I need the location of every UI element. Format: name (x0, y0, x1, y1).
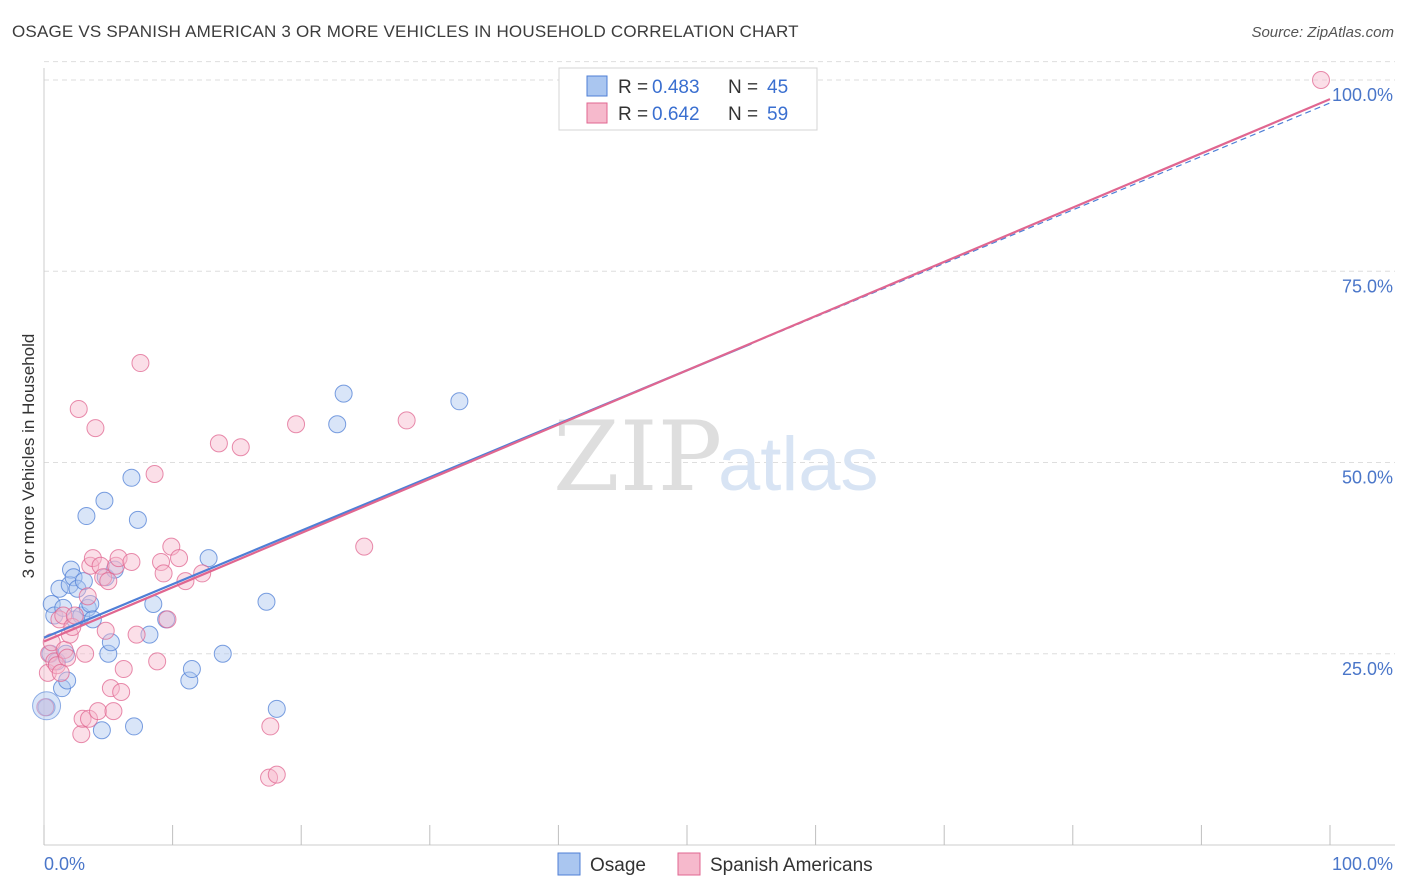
spanish-point (267, 765, 286, 784)
osage-point (180, 671, 199, 690)
source-credit: Source: ZipAtlas.com (1251, 24, 1394, 41)
trend-layer (43, 98, 1331, 643)
bottom-legend-osage-swatch (557, 852, 581, 876)
osage-point (213, 644, 232, 663)
watermark-atlas: atlas (718, 422, 879, 507)
legend-osage-n-label: N = (728, 77, 758, 98)
osage-point (50, 579, 69, 598)
legend-spanish-n-label: N = (728, 104, 758, 125)
spanish-point (51, 663, 70, 682)
osage-point (95, 491, 114, 510)
osage-point (74, 572, 93, 591)
spanish-point (287, 415, 306, 434)
y-tick-label: 75.0% (1342, 276, 1393, 296)
spanish-point (114, 660, 133, 679)
osage-point (257, 592, 276, 611)
osage-point (58, 671, 77, 690)
spanish-point (145, 464, 164, 483)
y-tick-label: 100.0% (1332, 85, 1393, 105)
spanish-point (209, 434, 228, 453)
spanish-point (158, 610, 177, 629)
spanish-point (154, 564, 173, 583)
spanish-point (89, 702, 108, 721)
spanish-point (78, 587, 97, 606)
spanish-point (36, 698, 55, 717)
spanish-point (170, 549, 189, 568)
spanish-point (131, 354, 150, 373)
legend-osage-swatch (586, 75, 608, 97)
osage-point (140, 625, 159, 644)
spanish-point (104, 702, 123, 721)
bottom-legend-spanish-swatch (677, 852, 701, 876)
legend-osage-n-value: 45 (767, 77, 788, 98)
spanish-point (83, 549, 102, 568)
osage-point (182, 660, 201, 679)
legend-spanish-n-value: 59 (767, 104, 788, 125)
spanish-point (91, 556, 110, 575)
y-tick-label: 50.0% (1342, 468, 1393, 488)
osage-point (99, 644, 118, 663)
osage-point (128, 510, 147, 529)
osage-point (42, 595, 61, 614)
spanish-point (72, 725, 91, 744)
osage-point (92, 721, 111, 740)
spanish-point (127, 625, 146, 644)
legend-box: R = 0.483 N = 45 R = 0.642 N = 59 (558, 67, 818, 131)
spanish-point (101, 679, 120, 698)
grid-layer (44, 61, 1395, 655)
spanish-point (148, 652, 167, 671)
y-axis-title: 3 or more Vehicles in Household (19, 334, 38, 579)
legend-spanish-r-value: 0.642 (652, 104, 700, 125)
spanish-point (76, 644, 95, 663)
spanish-point (58, 648, 77, 667)
spanish-point (96, 621, 115, 640)
spanish-point (38, 663, 57, 682)
x-tick-label-max: 100.0% (1332, 854, 1393, 874)
spanish-point (1311, 71, 1330, 89)
osage-point (334, 384, 353, 403)
osage-point-cluster (32, 691, 62, 721)
spanish-trend-line (43, 98, 1331, 643)
spanish-point (152, 552, 171, 571)
bottom-legend-osage-label: Osage (590, 855, 646, 876)
bottom-legend: Osage Spanish Americans (557, 852, 873, 876)
osage-point (64, 568, 83, 587)
spanish-point (86, 419, 105, 438)
points-layer (32, 71, 1330, 787)
spanish-point (355, 537, 374, 556)
spanish-point (122, 552, 141, 571)
spanish-point (99, 572, 118, 591)
osage-point (122, 468, 141, 487)
legend-spanish-swatch (586, 102, 608, 124)
spanish-point (112, 683, 131, 701)
osage-point (68, 579, 87, 598)
spanish-point (261, 717, 280, 736)
osage-point (450, 392, 469, 411)
spanish-point (69, 399, 88, 418)
y-tick-labels: 25.0% 50.0% 75.0% 100.0% (1332, 85, 1393, 679)
y-tick-label: 25.0% (1342, 659, 1393, 679)
osage-point (77, 507, 96, 526)
spanish-point (231, 438, 250, 457)
chart-title: OSAGE VS SPANISH AMERICAN 3 OR MORE VEHI… (12, 22, 799, 41)
spanish-point (80, 709, 99, 728)
osage-point (199, 549, 218, 568)
osage-point (267, 699, 286, 718)
x-tick-label-min: 0.0% (44, 854, 85, 874)
osage-point (125, 717, 144, 736)
spanish-point (73, 709, 92, 728)
osage-point (328, 415, 347, 434)
watermark-zip: ZIP (553, 401, 722, 513)
bottom-legend-spanish-label: Spanish Americans (710, 855, 873, 876)
legend-spanish-r-label: R = (618, 104, 648, 125)
osage-point (101, 633, 120, 652)
spanish-point (397, 411, 416, 430)
legend-osage-r-label: R = (618, 77, 648, 98)
legend-osage-r-value: 0.483 (652, 77, 700, 98)
